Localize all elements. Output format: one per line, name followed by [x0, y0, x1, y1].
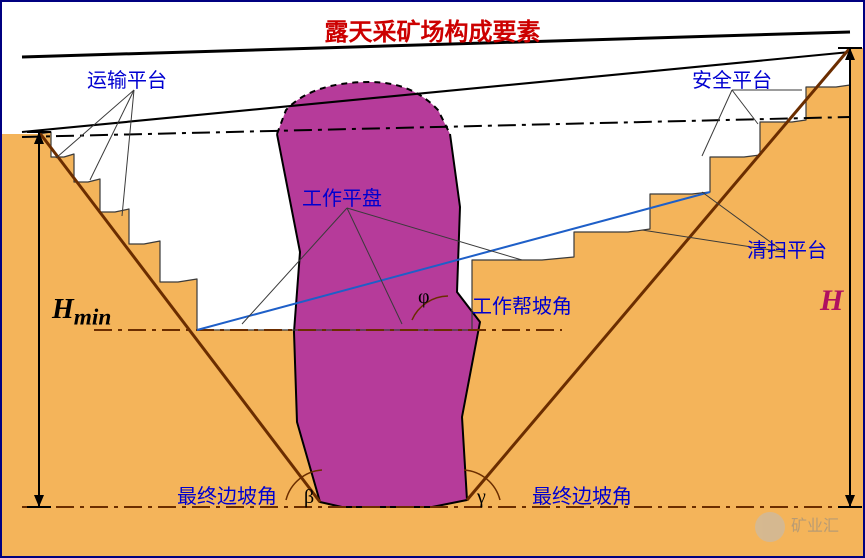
diagram-title: 露天采矿场构成要素	[2, 12, 863, 47]
label-hmin-sub: min	[74, 305, 112, 331]
watermark: 矿业汇	[755, 512, 839, 542]
diagram-stage: 露天采矿场构成要素 运输平台 安全平台 工作平盘 清扫平台 工作帮坡角 最终边坡…	[0, 0, 865, 558]
label-phi: φ	[418, 286, 430, 309]
label-working-plate: 工作平盘	[302, 182, 382, 211]
label-safety-platform: 安全平台	[692, 64, 772, 93]
label-transport-platform: 运输平台	[87, 64, 167, 93]
wechat-icon	[755, 512, 785, 542]
label-final-slope-right: 最终边坡角	[532, 480, 632, 509]
watermark-text: 矿业汇	[791, 518, 839, 535]
label-cleaning-platform: 清扫平台	[747, 234, 827, 263]
label-hmin-h: H	[52, 294, 74, 325]
label-gamma: γ	[477, 486, 486, 509]
label-h: H	[820, 284, 843, 318]
label-hmin: Hmin	[52, 294, 111, 332]
label-beta: β	[304, 486, 314, 509]
label-working-slope-angle: 工作帮坡角	[472, 290, 572, 319]
label-final-slope-left: 最终边坡角	[177, 480, 277, 509]
